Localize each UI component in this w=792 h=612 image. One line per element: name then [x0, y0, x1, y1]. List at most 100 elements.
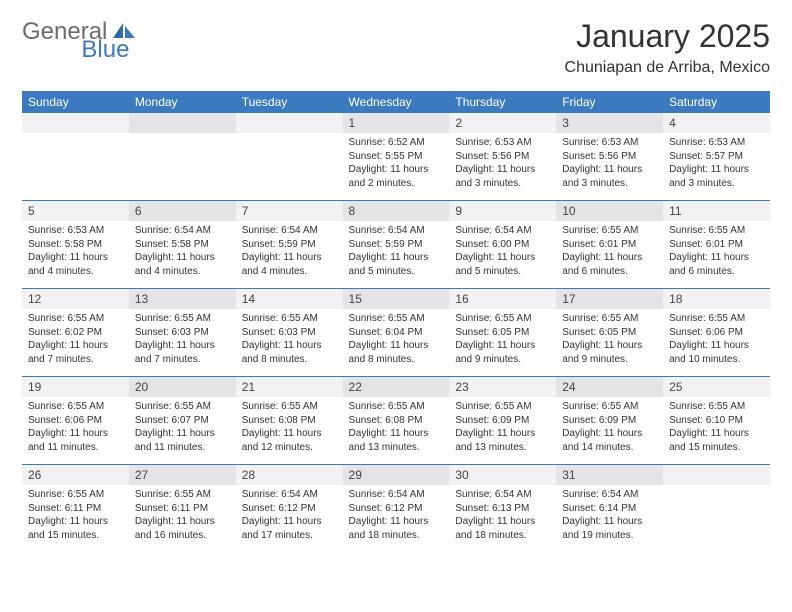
sunset-line: Sunset: 6:12 PM	[242, 502, 337, 516]
sunset-line: Sunset: 6:01 PM	[562, 238, 657, 252]
day-detail-cell: Sunrise: 6:53 AMSunset: 5:56 PMDaylight:…	[449, 133, 556, 201]
sunrise-line: Sunrise: 6:55 AM	[135, 488, 230, 502]
sunrise-line: Sunrise: 6:53 AM	[455, 136, 550, 150]
sunset-line: Sunset: 5:56 PM	[455, 150, 550, 164]
sunset-line: Sunset: 6:12 PM	[349, 502, 444, 516]
day-header: Thursday	[449, 91, 556, 113]
day-header: Tuesday	[236, 91, 343, 113]
sunset-line: Sunset: 5:56 PM	[562, 150, 657, 164]
day-number-cell: 12	[22, 289, 129, 310]
sunrise-line: Sunrise: 6:55 AM	[349, 312, 444, 326]
daylight-line: Daylight: 11 hours and 16 minutes.	[135, 515, 230, 542]
week-daynum-row: 19202122232425	[22, 377, 770, 398]
week-detail-row: Sunrise: 6:55 AMSunset: 6:06 PMDaylight:…	[22, 397, 770, 465]
day-number-cell	[663, 465, 770, 486]
day-detail-cell: Sunrise: 6:55 AMSunset: 6:04 PMDaylight:…	[343, 309, 450, 377]
daylight-line: Daylight: 11 hours and 14 minutes.	[562, 427, 657, 454]
day-number-cell	[22, 113, 129, 133]
day-detail-cell: Sunrise: 6:55 AMSunset: 6:10 PMDaylight:…	[663, 397, 770, 465]
day-detail-cell: Sunrise: 6:55 AMSunset: 6:05 PMDaylight:…	[449, 309, 556, 377]
sunset-line: Sunset: 6:00 PM	[455, 238, 550, 252]
week-detail-row: Sunrise: 6:55 AMSunset: 6:11 PMDaylight:…	[22, 485, 770, 552]
sunrise-line: Sunrise: 6:55 AM	[28, 400, 123, 414]
day-number-cell	[129, 113, 236, 133]
day-number-cell: 14	[236, 289, 343, 310]
sunrise-line: Sunrise: 6:55 AM	[242, 400, 337, 414]
daylight-line: Daylight: 11 hours and 7 minutes.	[28, 339, 123, 366]
brand-logo: General Blue	[22, 18, 185, 46]
day-number-cell: 21	[236, 377, 343, 398]
sunset-line: Sunset: 6:03 PM	[242, 326, 337, 340]
day-detail-cell: Sunrise: 6:55 AMSunset: 6:11 PMDaylight:…	[129, 485, 236, 552]
sunrise-line: Sunrise: 6:53 AM	[562, 136, 657, 150]
sunrise-line: Sunrise: 6:55 AM	[349, 400, 444, 414]
week-daynum-row: 12131415161718	[22, 289, 770, 310]
sunrise-line: Sunrise: 6:55 AM	[562, 400, 657, 414]
day-detail-cell: Sunrise: 6:55 AMSunset: 6:01 PMDaylight:…	[663, 221, 770, 289]
sunset-line: Sunset: 5:58 PM	[135, 238, 230, 252]
daylight-line: Daylight: 11 hours and 9 minutes.	[455, 339, 550, 366]
day-number-cell: 4	[663, 113, 770, 133]
daylight-line: Daylight: 11 hours and 10 minutes.	[669, 339, 764, 366]
day-detail-cell: Sunrise: 6:54 AMSunset: 6:13 PMDaylight:…	[449, 485, 556, 552]
day-number-cell: 26	[22, 465, 129, 486]
sunrise-line: Sunrise: 6:53 AM	[669, 136, 764, 150]
sunrise-line: Sunrise: 6:54 AM	[349, 224, 444, 238]
day-detail-cell: Sunrise: 6:55 AMSunset: 6:06 PMDaylight:…	[663, 309, 770, 377]
day-detail-cell: Sunrise: 6:55 AMSunset: 6:01 PMDaylight:…	[556, 221, 663, 289]
sunset-line: Sunset: 6:05 PM	[562, 326, 657, 340]
sunset-line: Sunset: 6:09 PM	[455, 414, 550, 428]
day-number-cell: 20	[129, 377, 236, 398]
sunrise-line: Sunrise: 6:55 AM	[669, 312, 764, 326]
month-title: January 2025	[565, 18, 770, 55]
daylight-line: Daylight: 11 hours and 7 minutes.	[135, 339, 230, 366]
sunrise-line: Sunrise: 6:55 AM	[669, 400, 764, 414]
sunrise-line: Sunrise: 6:55 AM	[28, 488, 123, 502]
sunrise-line: Sunrise: 6:54 AM	[562, 488, 657, 502]
day-number-cell: 28	[236, 465, 343, 486]
sunset-line: Sunset: 6:07 PM	[135, 414, 230, 428]
calendar-table: Sunday Monday Tuesday Wednesday Thursday…	[22, 91, 770, 552]
day-number-cell: 7	[236, 201, 343, 222]
daylight-line: Daylight: 11 hours and 18 minutes.	[349, 515, 444, 542]
day-number-cell: 17	[556, 289, 663, 310]
daylight-line: Daylight: 11 hours and 5 minutes.	[455, 251, 550, 278]
sunset-line: Sunset: 6:09 PM	[562, 414, 657, 428]
day-number-cell: 5	[22, 201, 129, 222]
day-number-cell: 6	[129, 201, 236, 222]
day-number-cell: 8	[343, 201, 450, 222]
week-detail-row: Sunrise: 6:52 AMSunset: 5:55 PMDaylight:…	[22, 133, 770, 201]
daylight-line: Daylight: 11 hours and 11 minutes.	[28, 427, 123, 454]
day-number-cell: 29	[343, 465, 450, 486]
day-number-cell: 15	[343, 289, 450, 310]
day-detail-cell: Sunrise: 6:55 AMSunset: 6:03 PMDaylight:…	[129, 309, 236, 377]
day-number-cell: 22	[343, 377, 450, 398]
sunrise-line: Sunrise: 6:54 AM	[455, 224, 550, 238]
sunset-line: Sunset: 6:06 PM	[28, 414, 123, 428]
sunrise-line: Sunrise: 6:55 AM	[562, 312, 657, 326]
day-number-cell: 2	[449, 113, 556, 133]
sunset-line: Sunset: 6:10 PM	[669, 414, 764, 428]
sunset-line: Sunset: 6:03 PM	[135, 326, 230, 340]
daylight-line: Daylight: 11 hours and 12 minutes.	[242, 427, 337, 454]
daylight-line: Daylight: 11 hours and 4 minutes.	[242, 251, 337, 278]
day-detail-cell: Sunrise: 6:55 AMSunset: 6:09 PMDaylight:…	[449, 397, 556, 465]
sunset-line: Sunset: 6:04 PM	[349, 326, 444, 340]
day-detail-cell: Sunrise: 6:54 AMSunset: 5:59 PMDaylight:…	[343, 221, 450, 289]
sunrise-line: Sunrise: 6:54 AM	[455, 488, 550, 502]
day-header: Saturday	[663, 91, 770, 113]
daylight-line: Daylight: 11 hours and 8 minutes.	[349, 339, 444, 366]
sunset-line: Sunset: 6:02 PM	[28, 326, 123, 340]
daylight-line: Daylight: 11 hours and 3 minutes.	[562, 163, 657, 190]
sunset-line: Sunset: 5:55 PM	[349, 150, 444, 164]
sunset-line: Sunset: 6:13 PM	[455, 502, 550, 516]
sunrise-line: Sunrise: 6:55 AM	[669, 224, 764, 238]
daylight-line: Daylight: 11 hours and 13 minutes.	[349, 427, 444, 454]
daylight-line: Daylight: 11 hours and 8 minutes.	[242, 339, 337, 366]
sunrise-line: Sunrise: 6:53 AM	[28, 224, 123, 238]
day-detail-cell: Sunrise: 6:54 AMSunset: 5:59 PMDaylight:…	[236, 221, 343, 289]
daylight-line: Daylight: 11 hours and 19 minutes.	[562, 515, 657, 542]
day-number-cell: 13	[129, 289, 236, 310]
daylight-line: Daylight: 11 hours and 11 minutes.	[135, 427, 230, 454]
day-header: Sunday	[22, 91, 129, 113]
